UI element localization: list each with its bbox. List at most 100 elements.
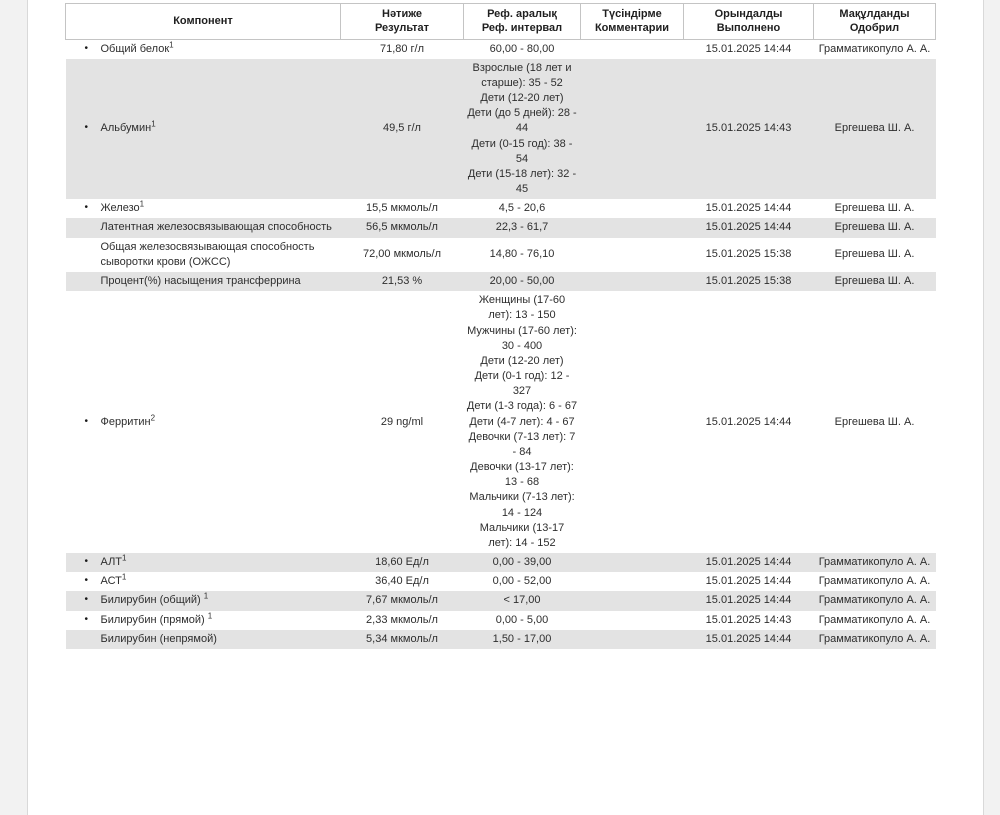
ref-interval: 1,50 - 17,00	[492, 632, 552, 645]
component-name: Железо	[100, 202, 140, 215]
component-name: Процент(%) насыщения трансферрина	[100, 275, 301, 287]
component-footnote: 1	[122, 553, 127, 563]
ref-interval: < 17,00	[503, 594, 541, 607]
component-name: Билирубин (непрямой)	[100, 632, 217, 645]
result-value: 49,5 г/л	[383, 122, 421, 135]
component-name: Билирубин (прямой)	[100, 613, 208, 626]
ref-interval: Взрослые (18 лет и старше): 35 - 52 Дети…	[467, 61, 577, 196]
approved-by: Грамматикопуло А. А.	[818, 556, 931, 569]
component-footnote: 1	[207, 610, 213, 620]
approved-by: Грамматикопуло А. А.	[818, 594, 931, 607]
result-value: 18,60 Ед/л	[375, 556, 429, 569]
approved-by: Ергешева Ш. А.	[834, 202, 915, 215]
header-approved-kk: Мақұлданды	[839, 8, 910, 20]
row-bullet-icon: •	[84, 42, 89, 54]
component-footnote: 1	[169, 39, 174, 49]
comment	[581, 611, 684, 630]
header-result-ru: Результат	[374, 22, 430, 35]
performed-at: 15.01.2025 14:44	[705, 42, 792, 55]
approved-by: Ергешева Ш. А.	[834, 275, 915, 287]
row-bullet-icon: •	[84, 556, 89, 568]
approved-by: Ергешева Ш. А.	[834, 221, 915, 234]
comment	[581, 553, 684, 572]
header-performed: Орындалды Выполнено	[683, 3, 814, 40]
table-row[interactable]: • Ферритин2 29 ng/ml Женщины (17-60 лет)…	[66, 291, 936, 553]
ref-interval: 60,00 - 80,00	[489, 42, 555, 55]
result-value: 36,40 Ед/л	[375, 575, 429, 588]
performed-at: 15.01.2025 14:43	[705, 613, 792, 626]
performed-at: 15.01.2025 14:44	[705, 415, 792, 428]
result-value: 56,5 мкмоль/л	[366, 221, 438, 234]
row-bullet-icon: •	[84, 575, 89, 587]
performed-at: 15.01.2025 14:44	[705, 632, 792, 645]
performed-at: 15.01.2025 14:43	[705, 122, 792, 135]
performed-at: 15.01.2025 14:44	[705, 594, 792, 607]
component-name: Латентная железосвязывающая способность	[100, 221, 332, 234]
header-comment: Түсіндірме Комментарии	[580, 3, 684, 40]
component-name: Общий белок	[100, 42, 170, 55]
component-name: АСТ	[100, 575, 122, 588]
component-footnote: 1	[151, 119, 156, 129]
row-bullet-icon: •	[84, 202, 89, 214]
row-bullet-icon: •	[84, 613, 89, 625]
header-result-kk: Нәтиже	[382, 8, 422, 20]
header-component-kk: Компонент	[173, 15, 233, 28]
result-value: 72,00 мкмоль/л	[362, 248, 442, 261]
table-row[interactable]: Процент(%) насыщения трансферрина 21,53 …	[65, 272, 936, 292]
table-row[interactable]: • Железо1 15,5 мкмоль/л 4,5 - 20,6 15.01…	[66, 199, 936, 218]
header-comment-ru: Комментарии	[594, 22, 670, 35]
header-ref-interval-kk: Реф. аралық	[487, 8, 557, 20]
table-row[interactable]: Билирубин (непрямой) 5,34 мкмоль/л 1,50 …	[65, 629, 936, 649]
component-footnote: 1	[139, 199, 145, 209]
result-value: 7,67 мкмоль/л	[366, 594, 438, 607]
row-bullet-icon: •	[84, 594, 89, 606]
approved-by: Грамматикопуло А. А.	[818, 613, 931, 626]
header-comment-kk: Түсіндірме	[602, 8, 662, 20]
component-name: Билирубин (общий)	[100, 594, 204, 607]
component-footnote: 1	[203, 591, 209, 601]
table-row[interactable]: Латентная железосвязывающая способность …	[65, 218, 936, 238]
approved-by: Ергешева Ш. А.	[834, 415, 915, 428]
component-name: Общая железосвязывающая способность сыво…	[100, 240, 315, 268]
approved-by: Грамматикопуло А. А.	[818, 632, 931, 645]
component-footnote: 2	[150, 412, 156, 422]
header-component: Компонент	[65, 3, 341, 40]
performed-at: 15.01.2025 15:38	[705, 275, 792, 287]
performed-at: 15.01.2025 14:44	[705, 575, 792, 588]
results-table-body: • Общий белок1 71,80 г/л 60,00 - 80,00 1…	[65, 39, 936, 649]
table-row[interactable]: • АЛТ1 18,60 Ед/л 0,00 - 39,00 15.01.202…	[65, 553, 936, 573]
header-performed-ru: Выполнено	[716, 22, 781, 35]
ref-interval: 22,3 - 61,7	[495, 221, 549, 234]
comment	[581, 591, 684, 610]
comment	[581, 291, 684, 553]
result-value: 5,34 мкмоль/л	[366, 632, 438, 645]
performed-at: 15.01.2025 14:44	[705, 202, 792, 215]
approved-by: Ергешева Ш. А.	[834, 122, 915, 135]
result-value: 2,33 мкмоль/л	[366, 613, 438, 626]
header-approved-ru: Одобрил	[849, 22, 900, 35]
ref-interval: 0,00 - 52,00	[492, 575, 552, 588]
header-ref-interval: Реф. аралық Реф. интервал	[463, 3, 581, 40]
header-approved: Мақұлданды Одобрил	[813, 3, 936, 40]
table-row[interactable]: • Альбумин1 49,5 г/л Взрослые (18 лет и …	[65, 58, 936, 200]
header-result: Нәтиже Результат	[340, 3, 464, 40]
component-name: АЛТ	[100, 556, 123, 569]
comment	[581, 630, 684, 649]
approved-by: Грамматикопуло А. А.	[818, 575, 931, 588]
approved-by: Грамматикопуло А. А.	[818, 42, 931, 55]
table-row[interactable]: • Общий белок1 71,80 г/л 60,00 - 80,00 1…	[66, 39, 936, 59]
approved-by: Ергешева Ш. А.	[834, 248, 915, 261]
component-name: Альбумин	[100, 122, 152, 135]
component-footnote: 1	[121, 572, 127, 582]
table-row[interactable]: • Билирубин (общий) 1 7,67 мкмоль/л < 17…	[65, 591, 936, 611]
ref-interval: 0,00 - 39,00	[492, 556, 552, 569]
header-performed-kk: Орындалды	[714, 8, 783, 20]
ref-interval: 4,5 - 20,6	[498, 202, 546, 215]
ref-interval: 14,80 - 76,10	[489, 248, 555, 261]
comment	[581, 572, 684, 591]
table-row[interactable]: • АСТ1 36,40 Ед/л 0,00 - 52,00 15.01.202…	[66, 572, 936, 591]
comment	[581, 218, 684, 237]
performed-at: 15.01.2025 15:38	[705, 248, 792, 261]
table-row[interactable]: Общая железосвязывающая способность сыво…	[66, 238, 936, 272]
table-row[interactable]: • Билирубин (прямой) 1 2,33 мкмоль/л 0,0…	[66, 611, 936, 630]
